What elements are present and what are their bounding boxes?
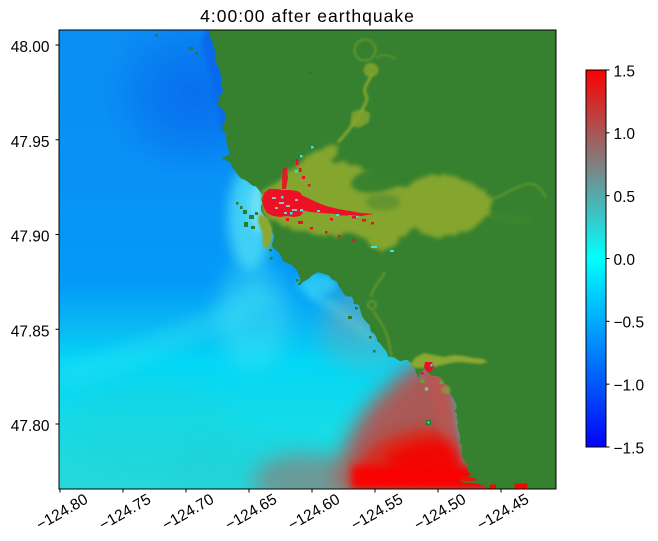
svg-text:−124.60: −124.60	[286, 491, 344, 534]
svg-text:48.00: 48.00	[11, 39, 50, 56]
svg-text:−124.70: −124.70	[160, 491, 218, 534]
svg-text:−1.5: −1.5	[614, 440, 645, 457]
svg-text:−124.45: −124.45	[475, 491, 532, 534]
svg-text:1.5: 1.5	[614, 63, 636, 80]
svg-text:47.80: 47.80	[11, 418, 50, 435]
svg-text:−1.0: −1.0	[614, 378, 645, 395]
svg-text:47.95: 47.95	[11, 134, 50, 151]
svg-text:−124.80: −124.80	[34, 491, 92, 534]
svg-text:47.85: 47.85	[11, 323, 50, 340]
svg-text:0.0: 0.0	[614, 252, 636, 269]
svg-text:−124.65: −124.65	[223, 491, 280, 534]
svg-text:1.0: 1.0	[614, 126, 636, 143]
svg-text:4:00:00 after earthquake: 4:00:00 after earthquake	[200, 6, 415, 26]
svg-text:−0.5: −0.5	[614, 315, 645, 332]
svg-text:−124.75: −124.75	[97, 491, 154, 534]
svg-text:−124.55: −124.55	[349, 491, 406, 534]
svg-text:0.5: 0.5	[614, 189, 636, 206]
svg-text:−124.50: −124.50	[412, 491, 470, 534]
svg-text:47.90: 47.90	[11, 229, 50, 246]
